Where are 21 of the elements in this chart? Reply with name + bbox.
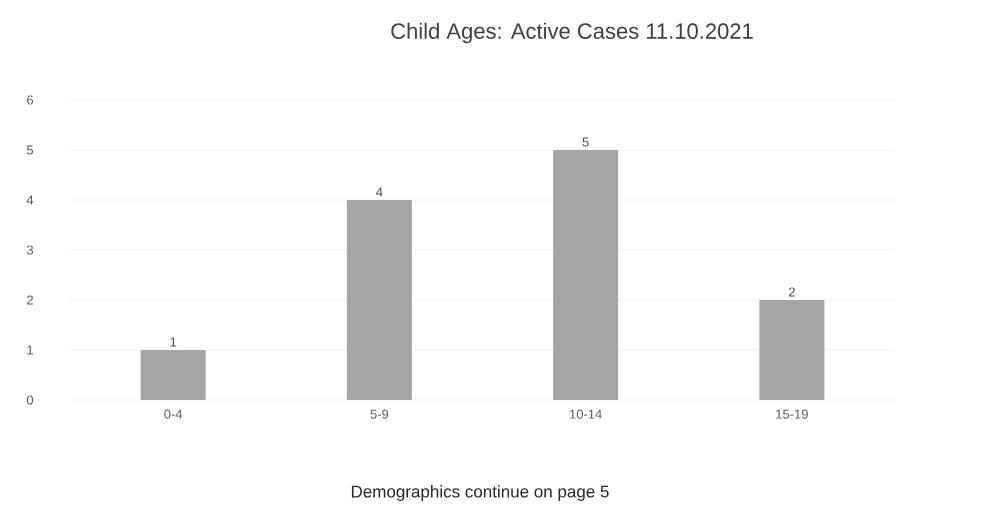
data-label: 2: [788, 287, 795, 297]
y-tick-label: 4: [26, 195, 34, 205]
bar: [346, 200, 412, 400]
data-label: 5: [582, 137, 589, 147]
text: Demographics continue on page 5: [351, 485, 609, 501]
chart-title: Child Ages: Active Cases 11.10.2021: [391, 22, 753, 44]
y-tick-label: 2: [27, 295, 33, 305]
x-tick-label: 0-4: [164, 409, 183, 419]
y-tick-label: 0: [26, 395, 34, 405]
bar: [553, 150, 619, 400]
y-tick-label: 5: [26, 145, 34, 155]
y-tick-label: 1: [27, 345, 33, 355]
data-label: 4: [376, 187, 383, 197]
y-tick-label: 6: [27, 95, 34, 105]
bar: [140, 350, 206, 400]
data-label: 1: [170, 337, 177, 347]
x-tick-label: 15-19: [776, 409, 808, 419]
x-tick-label: 10-14: [569, 409, 602, 419]
x-tick-label: 5-9: [370, 409, 389, 419]
bar: [759, 300, 825, 400]
y-tick-label: 3: [26, 245, 34, 255]
